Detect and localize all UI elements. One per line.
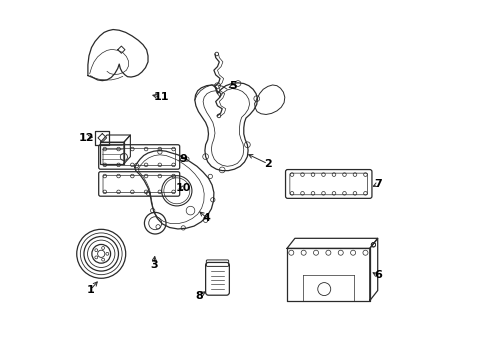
Text: 2: 2 <box>264 159 271 169</box>
Text: 5: 5 <box>229 81 236 91</box>
Text: 9: 9 <box>179 154 187 164</box>
Text: 1: 1 <box>86 285 94 295</box>
Text: 6: 6 <box>373 270 381 280</box>
Circle shape <box>106 252 108 255</box>
Text: 11: 11 <box>153 92 168 102</box>
Circle shape <box>95 249 98 252</box>
Circle shape <box>102 247 104 249</box>
Text: 10: 10 <box>175 183 191 193</box>
Text: 4: 4 <box>203 213 210 223</box>
Text: 7: 7 <box>373 179 381 189</box>
Text: 8: 8 <box>195 291 202 301</box>
Text: 3: 3 <box>150 260 157 270</box>
Circle shape <box>102 258 104 261</box>
Text: 12: 12 <box>79 132 94 143</box>
Circle shape <box>95 256 98 259</box>
